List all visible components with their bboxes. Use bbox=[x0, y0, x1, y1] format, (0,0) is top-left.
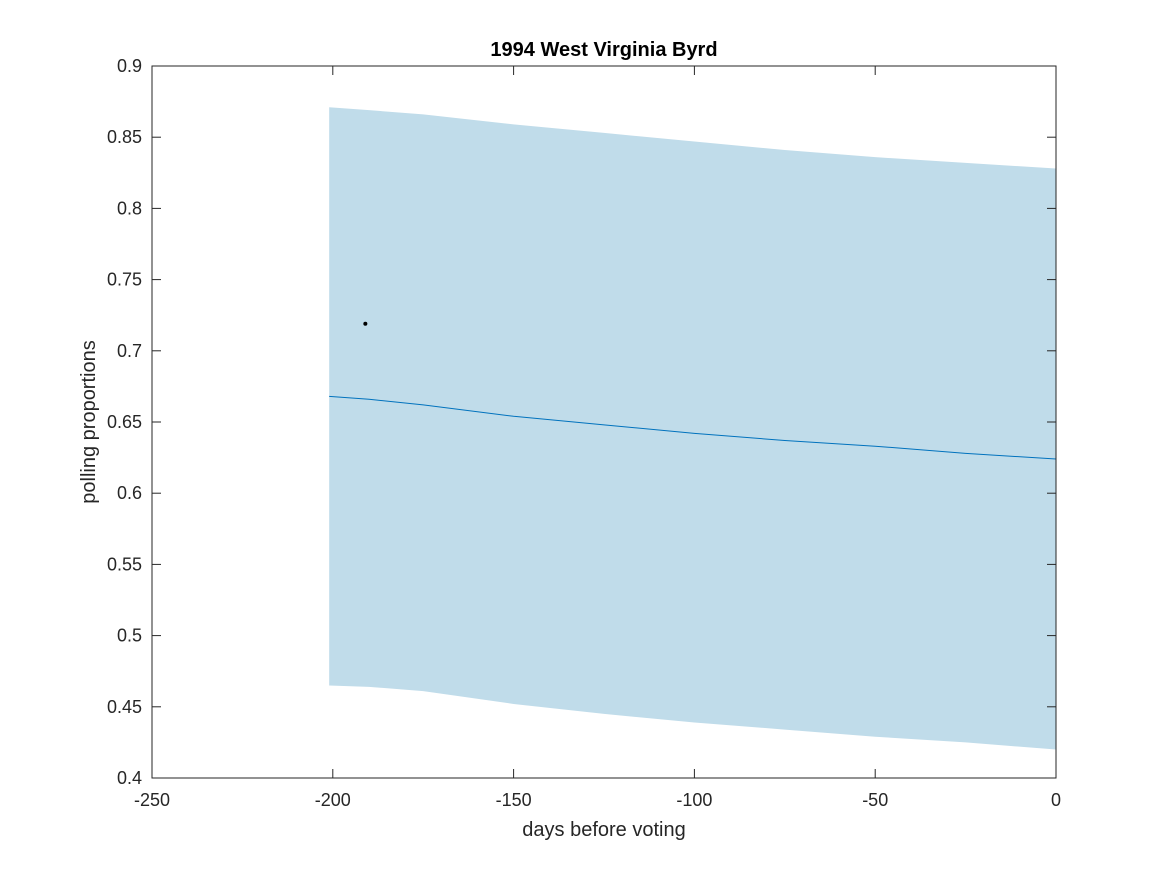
x-tick-label: 0 bbox=[1051, 790, 1061, 810]
x-axis-label: days before voting bbox=[522, 819, 685, 841]
y-tick-label: 0.6 bbox=[117, 483, 142, 503]
data-point-0 bbox=[363, 321, 368, 326]
y-tick-label: 0.65 bbox=[107, 412, 142, 432]
y-tick-label: 0.55 bbox=[107, 554, 142, 574]
x-tick-label: -50 bbox=[862, 790, 888, 810]
x-tick-label: -150 bbox=[496, 790, 532, 810]
y-tick-label: 0.75 bbox=[107, 270, 142, 290]
y-tick-label: 0.9 bbox=[117, 56, 142, 76]
y-tick-label: 0.5 bbox=[117, 626, 142, 646]
y-tick-label: 0.8 bbox=[117, 198, 142, 218]
x-tick-label: -200 bbox=[315, 790, 351, 810]
chart-title: 1994 West Virginia Byrd bbox=[490, 39, 717, 61]
series-line-0 bbox=[329, 395, 1057, 460]
y-tick-label: 0.4 bbox=[117, 768, 142, 788]
x-tick-label: -100 bbox=[676, 790, 712, 810]
x-tick-label: -250 bbox=[134, 790, 170, 810]
plot-area bbox=[329, 107, 1057, 750]
y-tick-label: 0.45 bbox=[107, 697, 142, 717]
y-axis-label: polling proportions bbox=[78, 340, 100, 503]
confidence-band bbox=[329, 107, 1056, 750]
y-tick-label: 0.85 bbox=[107, 127, 142, 147]
axes: -250 -200 -150 -100 -50 0 0.4 0.45 0.5 0.55 0.6 0.6… bbox=[107, 56, 1061, 810]
y-tick-label: 0.7 bbox=[117, 341, 142, 361]
